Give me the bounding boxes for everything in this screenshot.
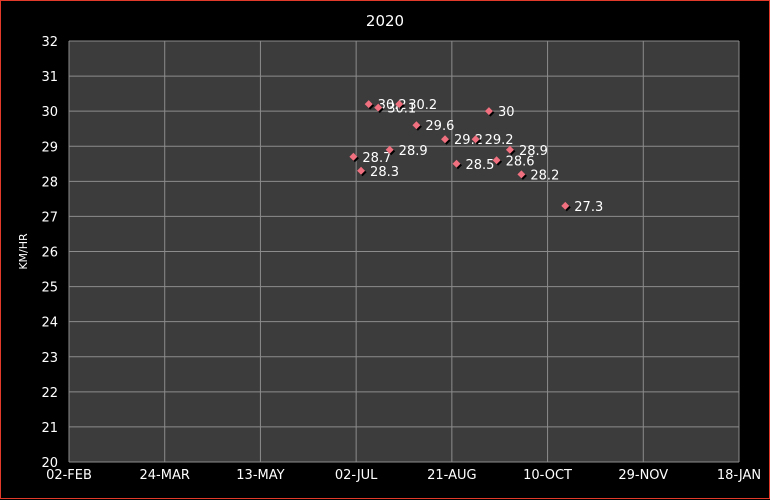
data-label: 30	[498, 105, 515, 120]
x-tick-label: 13-MAY	[236, 468, 284, 483]
data-point: 30.2	[395, 98, 437, 113]
data-point: 28.9	[505, 144, 548, 159]
data-label: 30.2	[408, 98, 437, 113]
data-point: 27.3	[561, 200, 603, 215]
data-label: 29.6	[425, 119, 454, 134]
data-label: 28.2	[530, 168, 559, 183]
data-point: 28.5	[452, 158, 494, 173]
data-label: 28.9	[399, 144, 428, 159]
x-tick-label: 21-AUG	[427, 468, 476, 483]
point-marker	[412, 121, 421, 130]
y-tick-label: 22	[41, 386, 58, 401]
y-gridlines	[69, 40, 739, 463]
x-tick-label: 10-OCT	[523, 468, 572, 483]
y-tick-labels: 20 21 22 23 24 25 26 27 28 29 30 31 32	[41, 35, 58, 471]
y-tick-label: 27	[41, 210, 58, 225]
x-tick-label: 24-MAR	[140, 468, 190, 483]
data-label: 27.3	[574, 200, 603, 215]
y-tick-label: 21	[41, 421, 58, 436]
point-marker	[561, 201, 570, 210]
data-point: 30	[484, 105, 515, 120]
y-axis-title: KM/HR	[17, 233, 30, 270]
data-point: 28.7	[349, 151, 391, 166]
y-tick-label: 23	[41, 351, 58, 366]
point-marker	[505, 145, 514, 154]
point-marker	[385, 145, 394, 154]
data-label: 28.6	[506, 154, 535, 169]
y-tick-label: 32	[41, 35, 58, 50]
point-marker	[492, 156, 501, 165]
x-tick-label: 18-JAN	[717, 468, 761, 483]
data-label: 29.2	[485, 133, 514, 148]
point-marker	[395, 100, 404, 109]
point-marker	[364, 100, 373, 109]
y-tick-label: 30	[41, 105, 58, 120]
chart-title: 2020	[366, 12, 404, 30]
data-label: 28.5	[465, 158, 494, 173]
x-tick-label: 29-NOV	[618, 468, 668, 483]
y-tick-label: 26	[41, 246, 58, 261]
data-point: 28.9	[385, 144, 428, 159]
data-point: 29.6	[412, 119, 454, 134]
y-tick-label: 28	[41, 175, 58, 190]
point-marker	[374, 103, 383, 112]
point-marker	[452, 159, 461, 168]
point-marker	[484, 107, 493, 116]
x-tick-labels: 02-FEB 24-MAR 13-MAY 02-JUL 21-AUG 10-OCT 29-N…	[46, 468, 761, 483]
y-tick-label: 25	[41, 281, 58, 296]
data-label: 28.7	[362, 151, 391, 166]
data-point: 28.2	[517, 168, 559, 183]
data-points: 28.728.330.230.128.930.229.629.228.529.2…	[349, 98, 603, 215]
point-marker	[471, 135, 480, 144]
data-label: 30.1	[387, 102, 416, 117]
point-marker	[349, 152, 358, 161]
y-tick-label: 31	[41, 70, 58, 85]
data-point: 28.3	[357, 165, 399, 180]
x-tick-label: 02-FEB	[46, 468, 92, 483]
data-label: 28.9	[519, 144, 548, 159]
x-tick-label: 02-JUL	[335, 468, 378, 483]
point-marker	[517, 170, 526, 179]
data-point: 29.2	[471, 133, 514, 148]
y-tick-label: 20	[41, 456, 58, 471]
data-label: 28.3	[370, 165, 399, 180]
y-tick-label: 24	[41, 316, 58, 331]
data-point: 28.6	[492, 154, 535, 169]
point-marker	[357, 166, 366, 175]
y-tick-label: 29	[41, 140, 58, 155]
point-marker	[441, 135, 450, 144]
data-point: 30.1	[374, 102, 416, 117]
